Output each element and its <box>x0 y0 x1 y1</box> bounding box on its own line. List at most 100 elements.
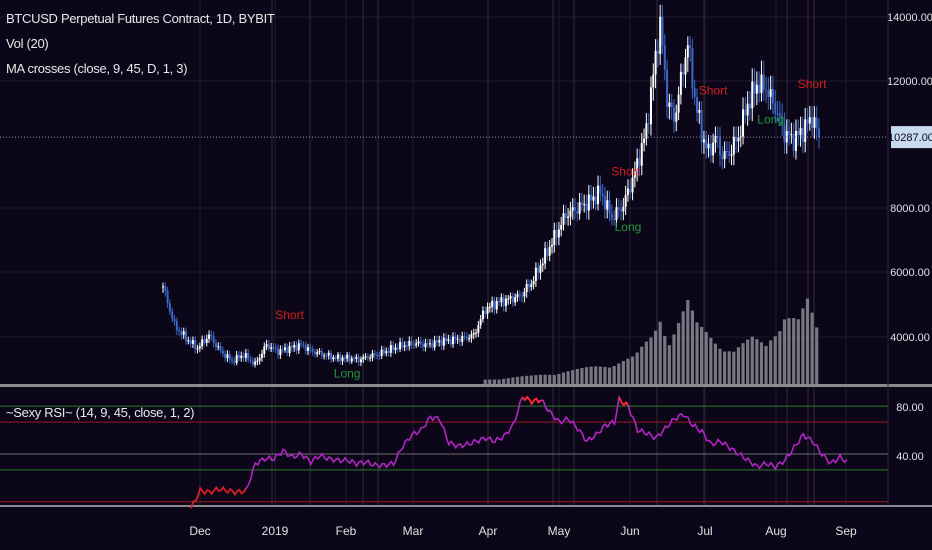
candle-body <box>569 210 572 217</box>
candle-body <box>500 297 503 303</box>
candle-body <box>815 117 818 129</box>
candle-body <box>171 311 174 319</box>
candle-body <box>521 295 524 297</box>
candle-body <box>721 155 724 160</box>
candle-body <box>578 202 581 214</box>
candle-body <box>332 357 335 360</box>
volume-bar <box>529 375 533 384</box>
candle-body <box>231 359 234 361</box>
candle-body <box>458 338 461 342</box>
rsi-line <box>190 394 848 509</box>
candle-body <box>514 297 517 303</box>
candle-body <box>359 359 362 363</box>
candle-body <box>320 351 323 356</box>
candle-body <box>562 213 565 226</box>
candle-body <box>682 71 685 75</box>
candle-body <box>774 102 777 114</box>
volume-bar <box>621 361 625 384</box>
candle-body <box>557 229 560 238</box>
volume-indicator-label[interactable]: Vol (20) <box>6 36 49 51</box>
candle-body <box>691 48 694 89</box>
candle-body <box>606 200 609 210</box>
candle-body <box>781 115 784 125</box>
candle-body <box>760 74 763 94</box>
candle-body <box>679 71 682 95</box>
ma-crosses-indicator-label[interactable]: MA crosses (close, 9, 45, D, 1, 3) <box>6 61 188 76</box>
candle-body <box>274 347 277 349</box>
candle-body <box>277 348 280 356</box>
candle-body <box>744 109 747 116</box>
candle-body <box>622 206 625 212</box>
candle-body <box>189 340 192 344</box>
candle-body <box>735 137 738 142</box>
candle-body <box>716 135 719 137</box>
candle-body <box>343 357 346 359</box>
candle-body <box>175 321 178 331</box>
candle-body <box>645 123 648 139</box>
rsi-indicator-label[interactable]: ~Sexy RSI~ (14, 9, 45, close, 1, 2) <box>6 405 195 420</box>
candle-body <box>504 298 507 307</box>
volume-bar <box>704 332 708 384</box>
candle-body <box>797 130 800 136</box>
candle-body <box>353 358 356 360</box>
time-axis-tick-label: Aug <box>765 524 786 538</box>
time-axis-tick-label: Mar <box>403 524 424 538</box>
candle-body <box>470 334 473 339</box>
time-axis-tick-label: Jul <box>697 524 712 538</box>
candle-body <box>304 345 307 351</box>
candle-body <box>509 296 512 299</box>
candle-body <box>571 207 574 211</box>
pane-separator[interactable] <box>0 384 932 387</box>
volume-bar <box>700 326 704 384</box>
candle-body <box>300 343 303 345</box>
candle-body <box>698 110 701 113</box>
candle-body <box>380 349 383 356</box>
candle-body <box>778 113 781 116</box>
candle-body <box>166 290 169 303</box>
candle-body <box>730 154 733 156</box>
volume-bar <box>695 322 699 384</box>
last-price-tag <box>891 126 932 149</box>
candle-body <box>670 102 673 108</box>
candle-body <box>394 347 397 350</box>
candle-body <box>585 203 588 211</box>
volume-bar <box>782 319 787 384</box>
long-signal-label: Long <box>334 366 361 380</box>
volume-bar <box>635 352 639 384</box>
volume-bar <box>663 336 667 384</box>
candle-body <box>415 343 418 346</box>
candle-body <box>518 294 521 296</box>
volume-bar <box>727 351 731 384</box>
candle-body <box>481 310 484 320</box>
volume-bar <box>709 337 713 384</box>
volume-bar <box>561 372 566 384</box>
volume-bar <box>759 342 764 384</box>
candle-body <box>403 345 406 348</box>
volume-bar <box>603 366 607 384</box>
candle-body <box>626 188 629 196</box>
candle-body <box>313 351 316 355</box>
candle-body <box>684 57 687 75</box>
volume-bar <box>805 298 810 384</box>
candle-body <box>555 230 558 238</box>
candle-body <box>426 343 429 345</box>
candle-body <box>597 185 600 205</box>
candle-body <box>431 343 434 348</box>
candle-body <box>477 325 480 333</box>
candle-body <box>550 244 553 247</box>
volume-bar <box>815 327 819 384</box>
candle-body <box>212 336 215 344</box>
candle-body <box>224 353 227 359</box>
volume-bar <box>492 379 497 384</box>
candle-body <box>389 344 392 353</box>
candle-body <box>196 348 199 350</box>
volume-bar <box>792 318 796 384</box>
volume-bar <box>598 366 602 384</box>
volume-bar <box>649 337 653 384</box>
volume-bar <box>667 345 671 384</box>
candle-body <box>532 281 535 285</box>
candle-body <box>488 306 491 308</box>
volume-bar <box>626 358 630 384</box>
candle-body <box>516 294 519 298</box>
